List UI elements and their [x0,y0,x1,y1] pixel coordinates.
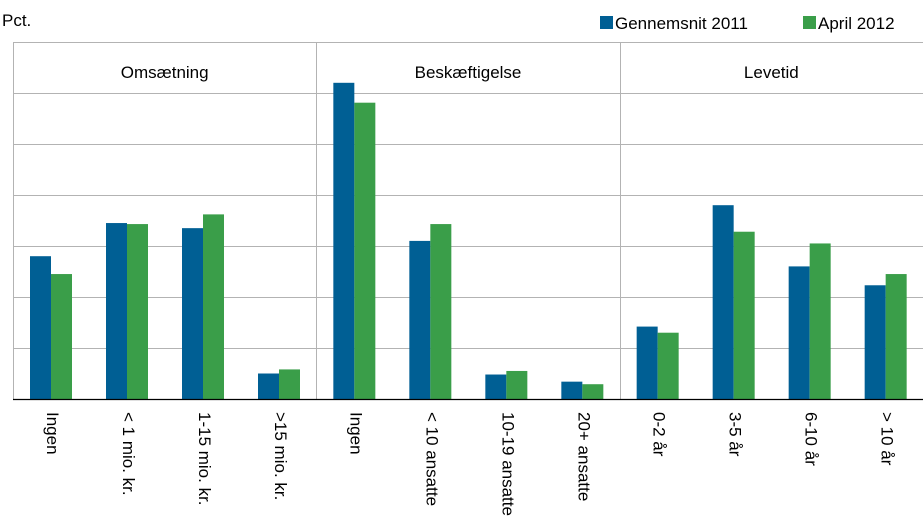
bar [733,231,755,399]
bar [430,224,452,399]
bar [561,381,583,399]
bar [885,274,907,399]
bar [409,240,431,399]
category-label: Ingen [43,412,62,455]
bar [106,223,127,399]
group-label: Levetid [744,63,799,82]
bar [657,332,679,399]
bar [712,205,734,399]
bar [788,266,810,399]
bar [127,224,148,399]
bar [203,214,224,399]
bar [485,374,507,399]
labels: Omsætning Ingen < 1 mio. kr. 1-15 mio. kr. >… [2,11,897,516]
category-label: 6-10 år [802,412,821,466]
bars [30,82,907,400]
bar [582,384,604,399]
bar [636,326,658,399]
legend-swatch [600,16,613,29]
category-label: < 10 ansatte [422,412,441,506]
bar [30,256,51,399]
bar [864,285,886,399]
group-label: Beskæftigelse [415,63,522,82]
bar [809,243,831,399]
bar [506,370,528,399]
bar [258,373,279,399]
category-label: > 10 år [878,412,897,466]
legend: Gennemsnit 2011 April 2012 [600,14,895,33]
y-axis-label: Pct. [2,11,31,30]
bar [354,102,376,399]
gridlines [13,42,923,399]
category-label: < 1 mio. kr. [119,412,138,496]
category-label: Ingen [346,412,365,455]
category-label: 1-15 mio. kr. [195,412,214,506]
category-label: 0-2 år [650,412,669,457]
legend-swatch [803,16,816,29]
legend-label: Gennemsnit 2011 [615,14,748,33]
category-label: >15 mio. kr. [271,412,290,500]
category-label: 10-19 ansatte [498,412,517,516]
bar [279,369,300,399]
bar [182,228,203,399]
category-label: 20+ ansatte [574,412,593,501]
group-label: Omsætning [121,63,209,82]
legend-label: April 2012 [818,14,895,33]
category-label: 3-5 år [726,412,745,457]
bar [333,82,355,400]
bar [51,274,72,399]
